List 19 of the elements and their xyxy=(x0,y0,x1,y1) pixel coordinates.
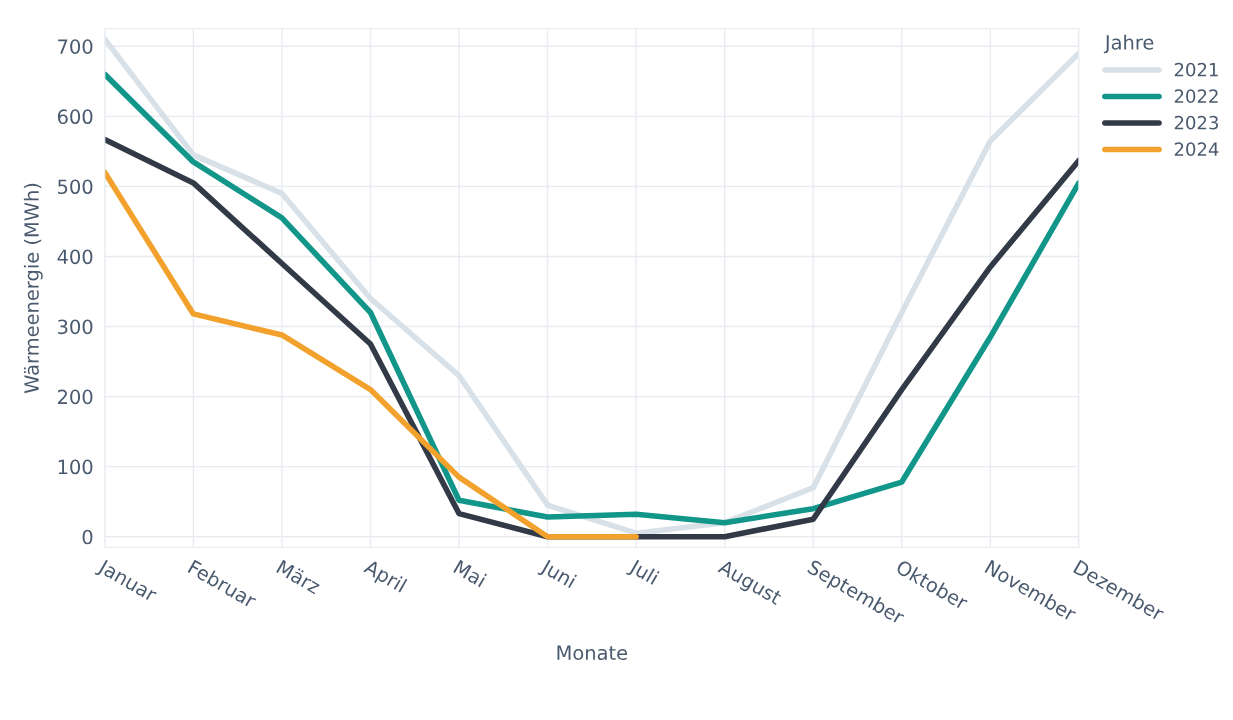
x-tick-label: Juli xyxy=(625,557,660,588)
y-tick-label: 400 xyxy=(57,249,93,265)
legend-title: Jahre xyxy=(1103,34,1154,54)
y-tick-label: 0 xyxy=(82,529,93,545)
legend-label: 2024 xyxy=(1174,142,1219,157)
y-tick-label: 300 xyxy=(58,319,93,335)
legend-label: 2023 xyxy=(1174,115,1218,130)
legend-label: 2021 xyxy=(1174,62,1218,77)
y-tick-label: 200 xyxy=(58,389,93,405)
x-tick-label: Juni xyxy=(537,557,577,592)
y-tick-label: 500 xyxy=(58,179,93,195)
legend-label: 2022 xyxy=(1174,89,1218,104)
y-axis-title: Wärmeenergie (MWh) xyxy=(23,183,43,394)
x-tick-label: April xyxy=(361,558,408,596)
y-tick-label: 700 xyxy=(58,39,93,54)
x-tick-label: Mai xyxy=(453,559,487,588)
x-axis-title: Monate xyxy=(557,645,628,661)
y-tick-label: 100 xyxy=(58,459,93,475)
y-tick-label: 600 xyxy=(57,109,93,125)
